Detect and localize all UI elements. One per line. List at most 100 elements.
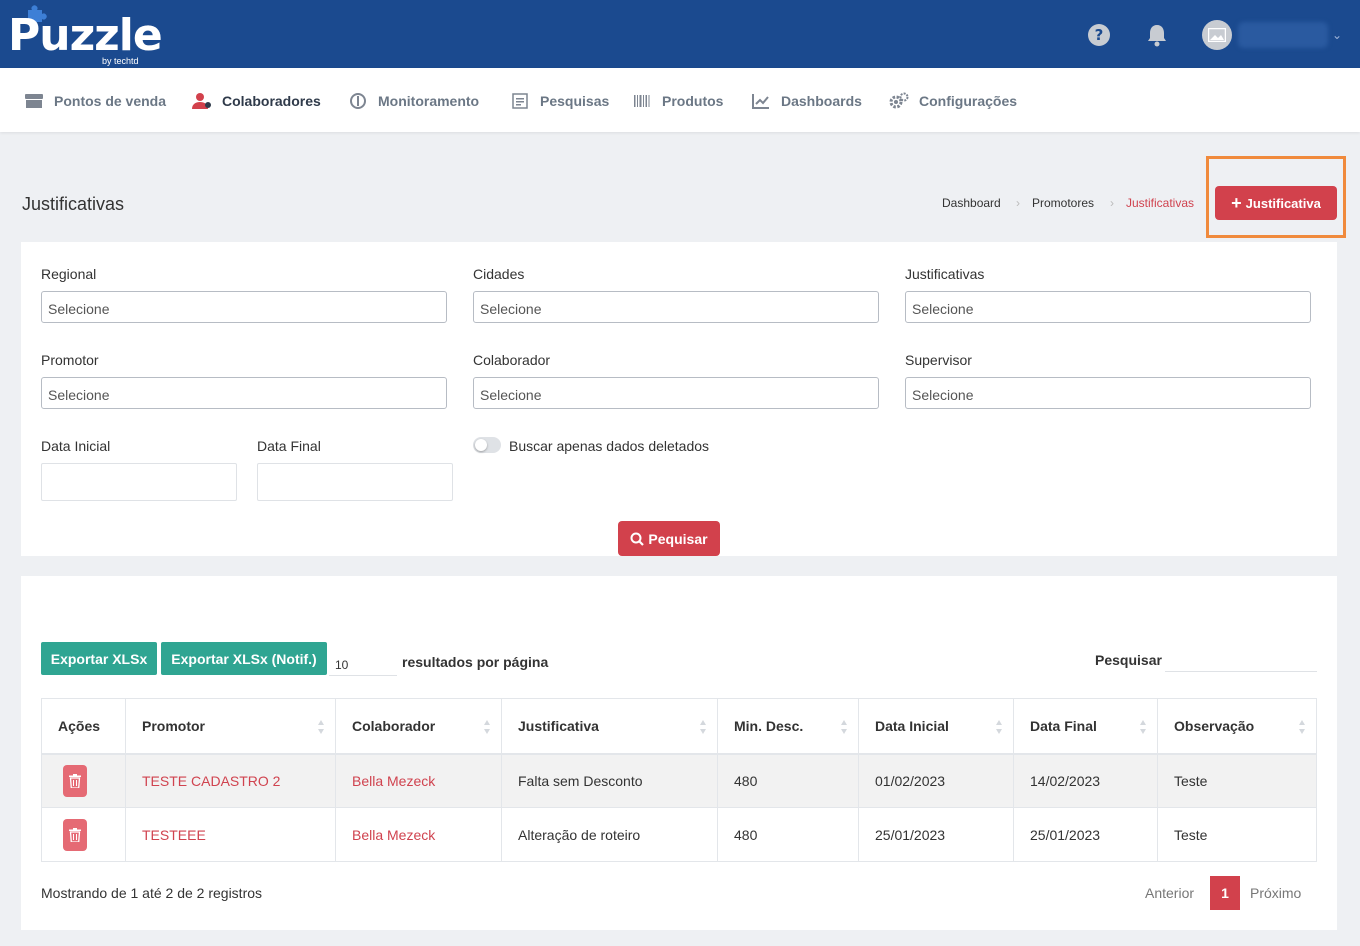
pagination-page-1[interactable]: 1 — [1210, 876, 1240, 910]
breadcrumb-promotores[interactable]: Promotores — [1032, 196, 1095, 210]
supervisor-select[interactable]: Selecione — [905, 377, 1311, 409]
puzzle-piece-icon — [28, 5, 47, 22]
sort-icon — [996, 720, 1002, 734]
top-bar: Puzzle by techtd ? ⌄ — [0, 0, 1360, 68]
bell-icon[interactable] — [1142, 20, 1172, 50]
user-name-redacted[interactable] — [1237, 22, 1328, 48]
promotor-link[interactable]: TESTEEE — [125, 807, 336, 862]
min-desc-cell: 480 — [717, 753, 859, 808]
svg-text:?: ? — [1095, 26, 1104, 44]
nav-item-colaboradores[interactable]: Colaboradores — [192, 90, 321, 112]
plus-icon: + — [1231, 193, 1242, 213]
deleted-only-toggle[interactable] — [473, 437, 501, 453]
cidades-label: Cidades — [473, 266, 525, 282]
chart-icon — [751, 92, 771, 110]
nav-label: Pontos de venda — [54, 93, 167, 109]
colaborador-link[interactable]: Bella Mezeck — [335, 753, 502, 808]
barcode-icon — [632, 92, 652, 110]
table-row: TESTE CADASTRO 2 Bella Mezeck Falta sem … — [41, 753, 1317, 808]
promotor-link[interactable]: TESTE CADASTRO 2 — [125, 753, 336, 808]
breadcrumb-dashboard[interactable]: Dashboard — [942, 196, 1001, 210]
nav-item-pontos-de-venda[interactable]: Pontos de venda — [24, 90, 166, 112]
nav-label: Produtos — [662, 93, 724, 109]
trash-icon — [69, 827, 81, 842]
search-icon — [630, 532, 645, 546]
col-colaborador[interactable]: Colaborador — [335, 698, 502, 755]
justificativa-cell: Falta sem Desconto — [501, 753, 718, 808]
delete-button[interactable] — [63, 764, 87, 797]
cidades-select[interactable]: Selecione — [473, 291, 879, 323]
add-justificativa-button[interactable]: + Justificativa — [1215, 186, 1337, 220]
results-info: Mostrando de 1 até 2 de 2 registros — [41, 885, 263, 901]
per-page-select[interactable]: 10 — [329, 652, 397, 676]
sort-icon — [1299, 720, 1305, 734]
regional-select[interactable]: Selecione — [41, 291, 447, 323]
main-nav: Pontos de venda Colaboradores Monitorame… — [0, 68, 1360, 132]
justificativas-select[interactable]: Selecione — [905, 291, 1311, 323]
nav-label: Colaboradores — [222, 93, 321, 109]
observacao-cell: Teste — [1157, 753, 1317, 808]
col-promotor[interactable]: Promotor — [125, 698, 336, 755]
col-data-final[interactable]: Data Final — [1013, 698, 1158, 755]
col-justificativa[interactable]: Justificativa — [501, 698, 718, 755]
toggle-knob — [475, 439, 487, 451]
colaborador-select[interactable]: Selecione — [473, 377, 879, 409]
colaborador-link[interactable]: Bella Mezeck — [335, 807, 502, 862]
nav-label: Monitoramento — [378, 93, 480, 109]
export-xlsx-notif-button[interactable]: Exportar XLSx (Notif.) — [161, 642, 327, 675]
nav-item-configuracoes[interactable]: Configurações — [889, 90, 1017, 112]
nav-label: Pesquisas — [540, 93, 610, 109]
col-observacao[interactable]: Observação — [1157, 698, 1317, 755]
pagination-previous[interactable]: Anterior — [1145, 885, 1195, 901]
sort-icon — [484, 720, 490, 734]
avatar[interactable] — [1201, 20, 1232, 50]
col-acoes: Ações — [41, 698, 126, 755]
col-data-inicial[interactable]: Data Inicial — [858, 698, 1014, 755]
nav-item-dashboards[interactable]: Dashboards — [751, 90, 862, 112]
chevron-down-icon[interactable]: ⌄ — [1331, 28, 1342, 42]
help-icon[interactable]: ? — [1084, 20, 1114, 50]
col-label: Data Inicial — [875, 717, 949, 734]
export-xlsx-button[interactable]: Exportar XLSx — [41, 642, 157, 675]
table-search-input[interactable] — [1165, 648, 1317, 672]
col-label: Colaborador — [352, 717, 436, 734]
gears-icon — [889, 92, 909, 110]
col-label: Observação — [1174, 717, 1255, 734]
supervisor-label: Supervisor — [905, 352, 972, 368]
table-search-label: Pesquisar — [1095, 652, 1162, 668]
search-button-label: Pequisar — [648, 530, 708, 547]
deleted-only-label: Buscar apenas dados deletados — [509, 438, 710, 454]
nav-item-pesquisas[interactable]: Pesquisas — [510, 90, 609, 112]
brand-name: Puzzle — [8, 10, 163, 61]
breadcrumb-justificativas: Justificativas — [1126, 196, 1195, 210]
col-min-desc[interactable]: Min. Desc. — [717, 698, 859, 755]
nav-item-monitoramento[interactable]: Monitoramento — [348, 90, 479, 112]
store-icon — [24, 92, 44, 110]
colaborador-label: Colaborador — [473, 352, 551, 368]
nav-item-produtos[interactable]: Produtos — [632, 90, 723, 112]
highlight-annotation — [1206, 156, 1346, 238]
search-button[interactable]: Pequisar — [618, 521, 720, 556]
data-inicial-field[interactable] — [41, 463, 237, 501]
justificativas-label: Justificativas — [905, 266, 985, 282]
min-desc-cell: 480 — [717, 807, 859, 862]
sort-icon — [1140, 720, 1146, 734]
observacao-cell: Teste — [1157, 807, 1317, 862]
promotor-select[interactable]: Selecione — [41, 377, 447, 409]
add-button-label: Justificativa — [1245, 195, 1321, 211]
chevron-right-icon: › — [1110, 196, 1114, 210]
col-label: Data Final — [1030, 717, 1097, 734]
col-label: Min. Desc. — [734, 717, 804, 734]
justificativa-cell: Alteração de roteiro — [501, 807, 718, 862]
sort-icon — [318, 720, 324, 734]
data-final-field[interactable] — [257, 463, 453, 501]
pagination-next[interactable]: Próximo — [1250, 885, 1302, 901]
chevron-right-icon: › — [1016, 196, 1020, 210]
delete-button[interactable] — [63, 818, 87, 851]
brand-tagline: by techtd — [102, 56, 139, 66]
justificativas-table: Ações Promotor Colaborador Justificativa… — [41, 698, 1317, 862]
brand-logo[interactable]: Puzzle by techtd — [6, 4, 163, 66]
table-row: TESTEEE Bella Mezeck Alteração de roteir… — [41, 807, 1317, 862]
sort-icon — [841, 720, 847, 734]
col-label: Promotor — [142, 717, 205, 734]
